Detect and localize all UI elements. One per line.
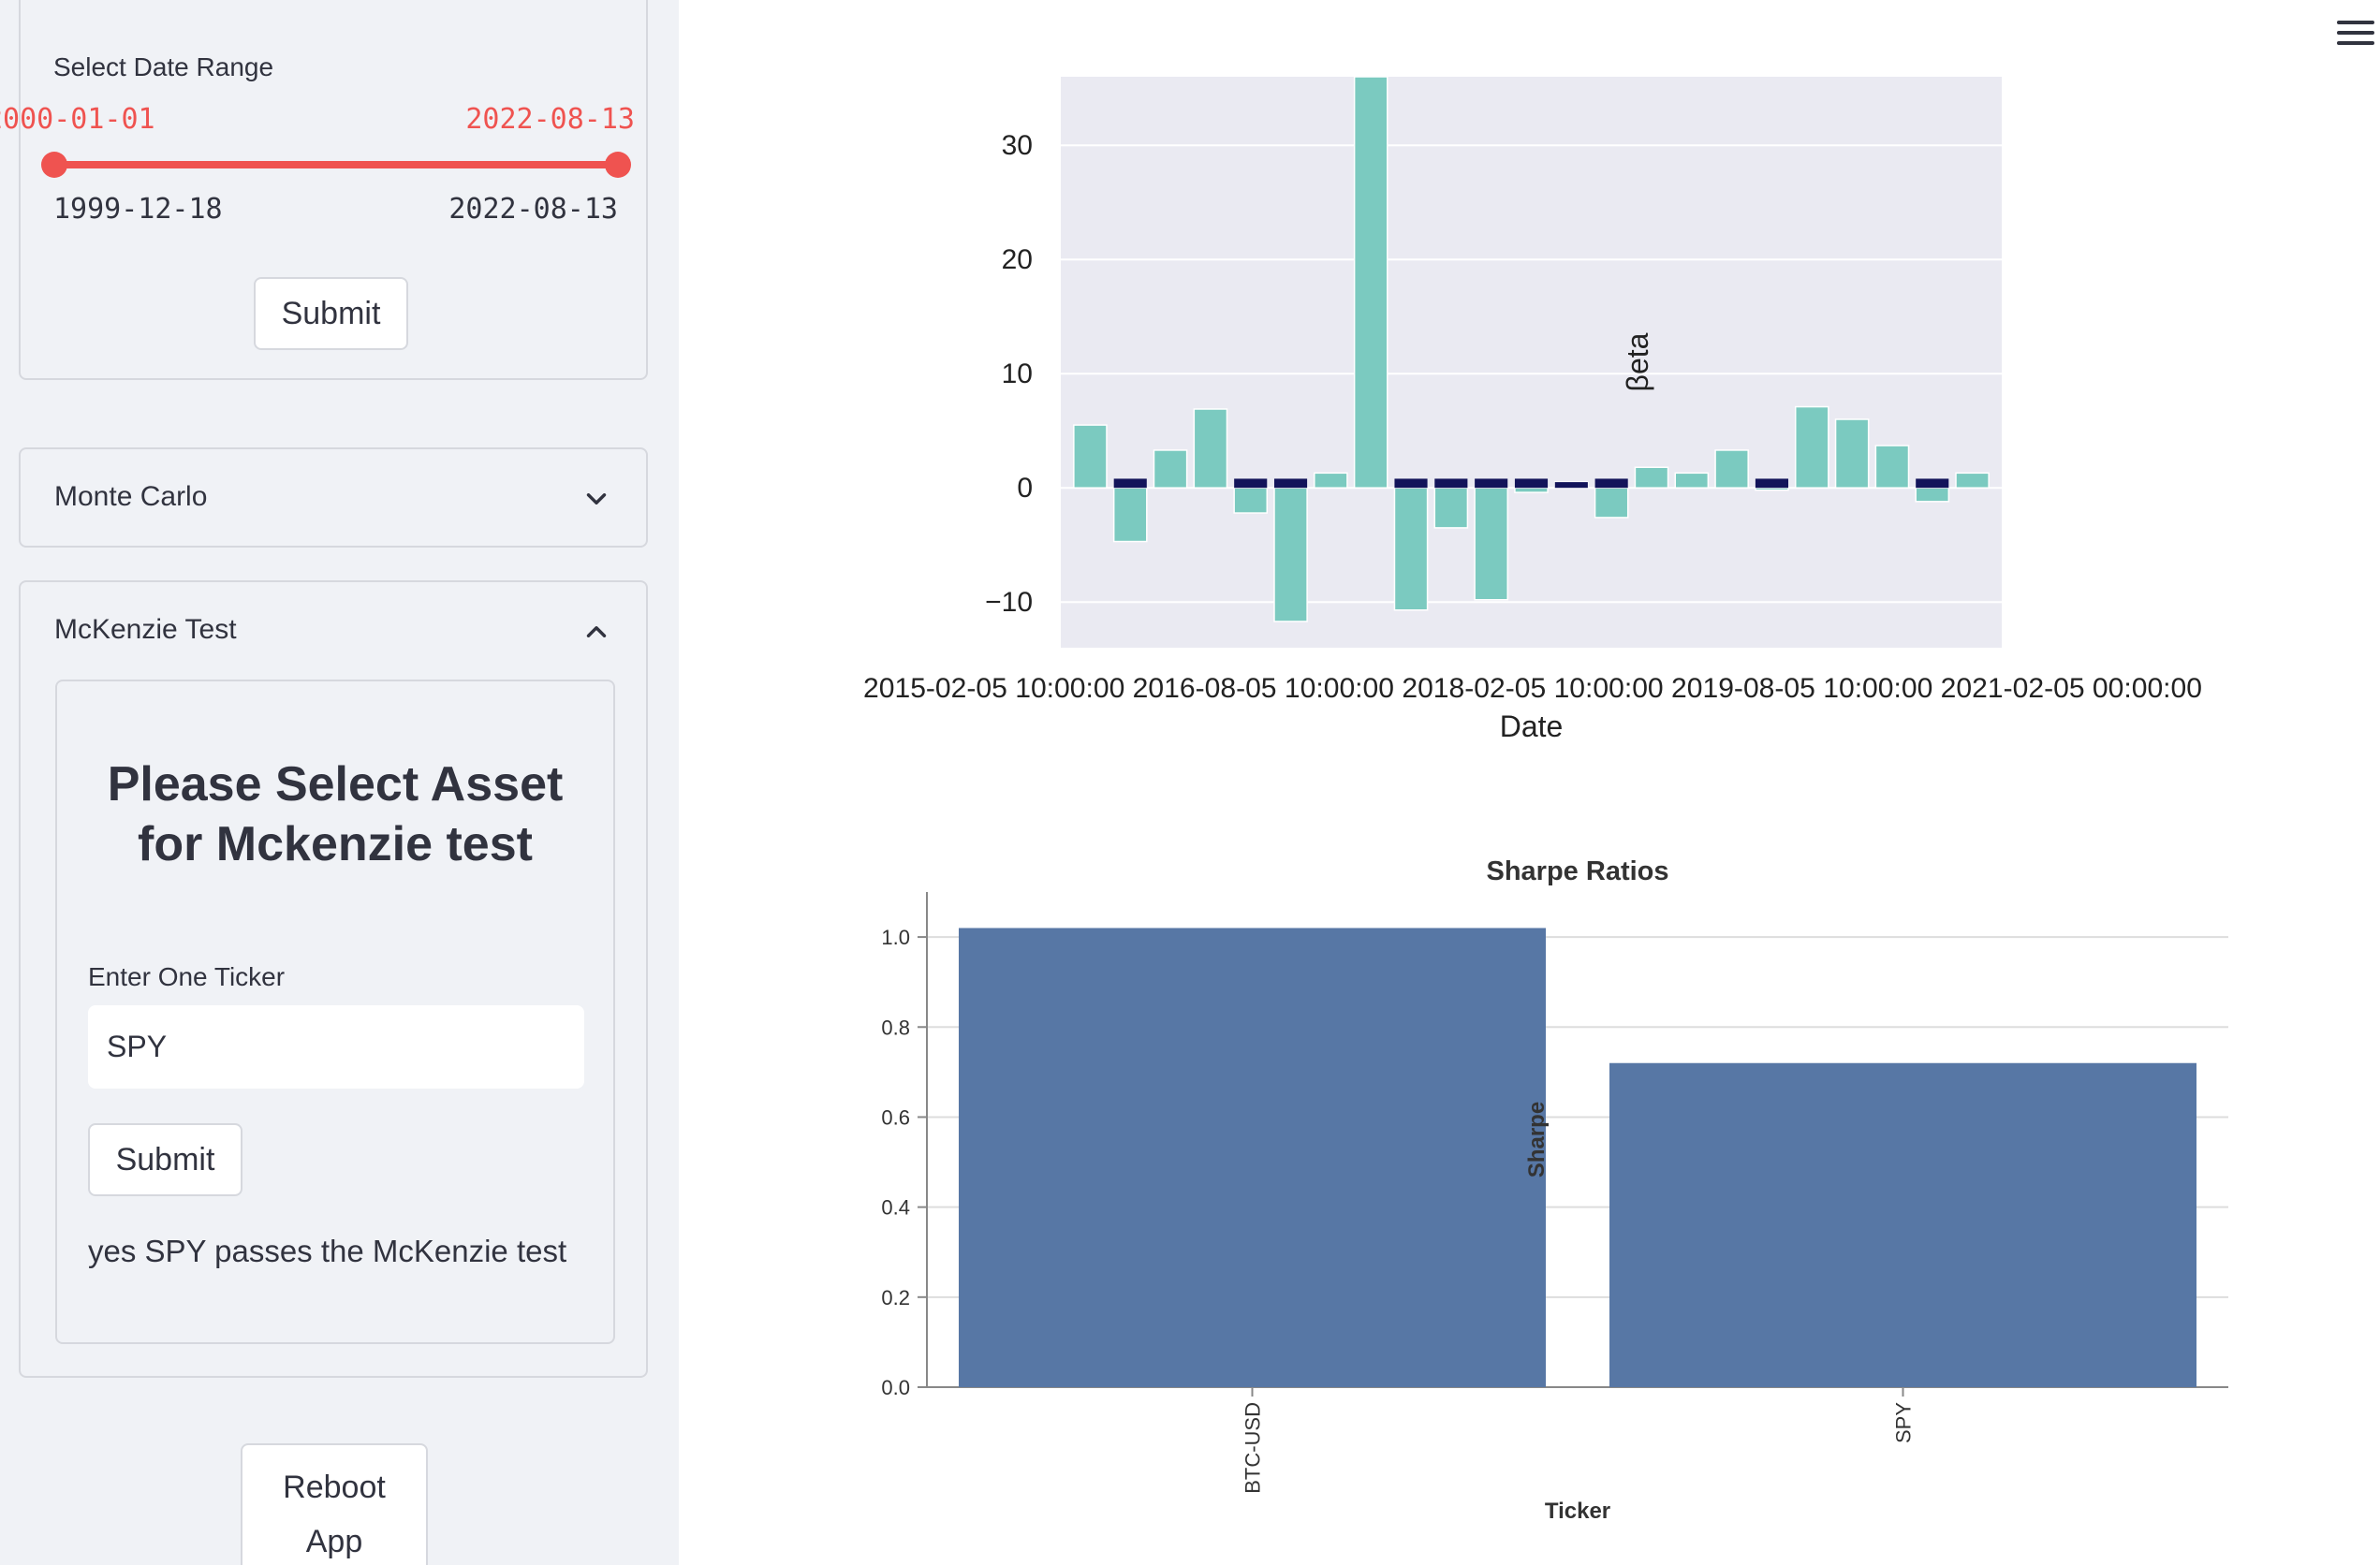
beta-bar	[1193, 408, 1228, 489]
sharpe-chart: Sharpe Ratios 0.0 0.2 0.4 0.6 0.8 1.0 BTC-USD SP…	[881, 856, 2228, 1524]
main-content: −10 0 10 20 30 Date βeta 2015-02-05 10:00:00 20…	[679, 0, 2380, 1565]
sharpe-bar-spy	[1609, 1062, 2196, 1387]
beta-bar	[1153, 449, 1188, 489]
sharpe-y-tick-label: 0.8	[881, 1016, 910, 1039]
beta-bar	[1514, 487, 1549, 493]
beta-marker-bar	[1554, 482, 1588, 489]
beta-marker-bar	[1594, 478, 1628, 489]
date-slider-end-thumb[interactable]	[605, 152, 631, 178]
mckenzie-form: Please Select Asset for Mckenzie test En…	[55, 680, 615, 1344]
beta-bar	[1714, 449, 1749, 489]
monte-carlo-label: Monte Carlo	[54, 481, 208, 512]
sharpe-y-tick-label: 0.6	[881, 1105, 910, 1129]
beta-bar	[1433, 487, 1469, 529]
beta-marker-bar	[1273, 478, 1308, 489]
beta-bar	[1233, 487, 1269, 514]
beta-bar	[1874, 445, 1910, 489]
sharpe-bar-btc-usd	[959, 928, 1546, 1387]
slider-end-value: 2022-08-13	[465, 103, 635, 136]
mckenzie-label: McKenzie Test	[54, 614, 237, 645]
chevron-down-icon[interactable]	[580, 483, 612, 515]
beta-bar	[1915, 487, 1950, 503]
monte-carlo-expander[interactable]: Monte Carlo	[19, 447, 648, 548]
sidebar: Select Date Range 2000-01-01 2022-08-13 …	[0, 0, 679, 1565]
sharpe-y-tick-label: 1.0	[881, 926, 910, 949]
beta-marker-bar	[1234, 478, 1268, 489]
beta-y-tick-label: 30	[1002, 130, 1033, 161]
sharpe-y-axis-label: Sharpe	[1524, 1102, 1550, 1177]
sharpe-y-tick-label: 0.2	[881, 1286, 910, 1309]
beta-bar	[1955, 472, 1990, 489]
ticker-input-label: Enter One Ticker	[88, 962, 286, 991]
sharpe-y-tick-label: 0.0	[881, 1376, 910, 1399]
beta-chart: −10 0 10 20 30 Date βeta 2015-02-05 10:00:00 20…	[863, 76, 2202, 743]
beta-bar	[1314, 472, 1348, 489]
beta-bar	[1474, 487, 1508, 601]
beta-bar	[1594, 487, 1629, 519]
beta-y-tick-label: 10	[1002, 358, 1033, 389]
mckenzie-submit-button[interactable]: Submit	[88, 1123, 242, 1196]
beta-bar	[1634, 466, 1669, 489]
slider-max-label: 2022-08-13	[448, 193, 618, 226]
beta-marker-bar	[1113, 478, 1147, 489]
beta-marker-bar	[1514, 478, 1549, 489]
slider-start-value: 2000-01-01	[0, 103, 155, 136]
beta-y-tick-label: 20	[1002, 244, 1033, 275]
beta-bar	[1273, 487, 1308, 622]
reboot-app-button[interactable]: Reboot App	[241, 1443, 428, 1565]
sharpe-x-tick-label: SPY	[1892, 1402, 1916, 1443]
beta-bar	[1073, 424, 1108, 489]
date-slider-track[interactable]	[54, 161, 610, 168]
beta-marker-bar	[1475, 478, 1508, 489]
beta-bar	[1834, 418, 1870, 489]
mckenzie-result-text: yes SPY passes the McKenzie test	[88, 1234, 567, 1268]
slider-min-label: 1999-12-18	[53, 193, 223, 226]
beta-bar	[1112, 487, 1148, 543]
beta-plot-area	[1061, 77, 2002, 648]
sharpe-x-axis-label: Ticker	[1545, 1499, 1610, 1524]
beta-bar	[1393, 487, 1429, 611]
mckenzie-expander: McKenzie Test Please Select Asset for Mc…	[19, 580, 648, 1378]
beta-marker-bar	[1916, 478, 1949, 489]
sharpe-y-tick-label: 0.4	[881, 1196, 910, 1220]
beta-marker-bar	[1434, 478, 1468, 489]
beta-x-axis-label: Date	[1500, 709, 1564, 743]
beta-y-axis-label: βeta	[1621, 332, 1654, 391]
date-range-submit-button[interactable]: Submit	[254, 277, 408, 350]
beta-bar	[1674, 472, 1710, 489]
mckenzie-heading: Please Select Asset for Mckenzie test	[107, 757, 564, 871]
beta-y-tick-label: 0	[1017, 473, 1033, 504]
ticker-input[interactable]: SPY	[88, 1005, 584, 1089]
date-slider-start-thumb[interactable]	[41, 152, 67, 178]
beta-x-tick-labels: 2015-02-05 10:00:00 2016-08-05 10:00:00 …	[863, 673, 2202, 704]
beta-bar	[1794, 405, 1829, 489]
chevron-up-icon[interactable]	[580, 616, 612, 648]
sharpe-title: Sharpe Ratios	[1487, 856, 1669, 886]
beta-marker-bar	[1755, 478, 1789, 489]
menu-icon[interactable]	[2337, 21, 2374, 49]
beta-y-tick-label: −10	[985, 587, 1033, 618]
date-range-label: Select Date Range	[53, 52, 274, 81]
sharpe-x-tick-label: BTC-USD	[1241, 1402, 1265, 1494]
beta-marker-bar	[1394, 478, 1428, 489]
date-range-form: Select Date Range 2000-01-01 2022-08-13 …	[0, 0, 648, 380]
beta-bar	[1353, 76, 1388, 489]
beta-bar	[1755, 487, 1789, 491]
